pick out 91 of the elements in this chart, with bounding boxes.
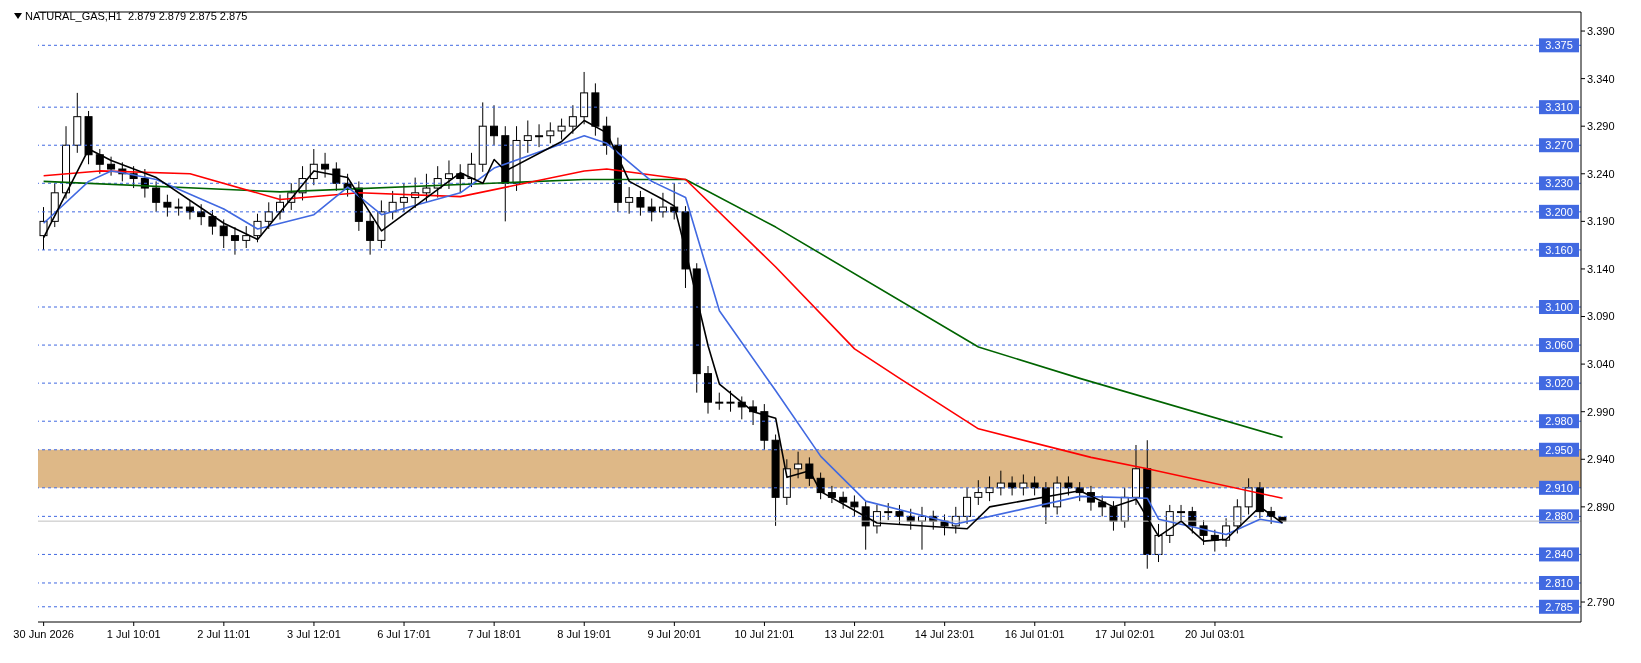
x-tick-label: 3 Jul 12:01	[287, 628, 341, 640]
x-tick-label: 16 Jul 01:01	[1004, 628, 1065, 640]
candlestick	[827, 485, 836, 504]
ref-line-label: 3.375	[1545, 39, 1573, 52]
candlestick	[985, 475, 994, 502]
ref-line-label: 3.020	[1545, 377, 1573, 390]
candlestick	[1244, 477, 1253, 515]
candlestick	[726, 390, 735, 413]
candlestick	[805, 456, 814, 487]
chart-title: NATURAL_GAS,H1 2.879 2.879 2.875 2.875	[25, 10, 248, 22]
candlestick	[230, 226, 239, 256]
candlestick	[467, 152, 476, 188]
candlestick	[264, 201, 273, 230]
y-tick-label: 3.290	[1587, 120, 1615, 133]
candlestick	[1064, 475, 1073, 496]
ref-line-label: 3.100	[1545, 301, 1573, 314]
x-tick-label: 2 Jul 11:01	[197, 628, 251, 640]
ref-line-label: 3.200	[1545, 205, 1573, 218]
candlestick	[658, 192, 667, 219]
candlestick	[208, 209, 217, 236]
ref-line-label: 2.880	[1545, 510, 1573, 523]
candlestick	[95, 148, 104, 175]
candlestick	[242, 225, 251, 249]
x-tick-label: 10 Jul 21:01	[734, 628, 795, 640]
candlestick	[321, 152, 330, 179]
candlestick	[1019, 474, 1028, 496]
candlestick	[647, 198, 656, 222]
y-tick-label: 2.790	[1587, 595, 1615, 608]
candlestick	[1177, 504, 1186, 521]
line-series	[42, 178, 1284, 439]
candlestick	[816, 472, 825, 500]
ref-line-label: 2.950	[1545, 443, 1573, 456]
x-tick-label: 30 Jun 2026	[13, 628, 74, 640]
candlestick	[1008, 475, 1017, 496]
y-tick-label: 2.990	[1587, 405, 1615, 418]
y-tick-label: 3.090	[1587, 310, 1615, 323]
candlestick	[163, 194, 172, 218]
candlestick	[332, 161, 341, 192]
ref-line-label: 2.810	[1545, 576, 1573, 589]
candlestick	[107, 156, 116, 177]
x-tick-label: 17 Jul 02:01	[1094, 628, 1155, 640]
candlestick	[1030, 475, 1039, 496]
y-tick-label: 3.040	[1587, 358, 1615, 371]
y-tick-label: 3.340	[1587, 72, 1615, 85]
y-tick-label: 3.140	[1587, 262, 1615, 275]
candlestick	[535, 123, 544, 148]
candlestick	[1109, 500, 1118, 532]
y-tick-label: 3.240	[1587, 167, 1615, 180]
candlestick	[1098, 494, 1107, 517]
ref-line-label: 2.910	[1545, 481, 1573, 494]
candlestick	[444, 159, 453, 190]
x-tick-label: 20 Jul 03:01	[1184, 628, 1245, 640]
candlestick	[185, 199, 194, 220]
x-tick-label: 9 Jul 20:01	[647, 628, 702, 640]
candlestick	[490, 104, 499, 146]
y-tick-label: 2.940	[1587, 453, 1615, 466]
candlestick	[963, 487, 972, 525]
y-tick-label: 3.190	[1587, 215, 1615, 228]
candlestick	[366, 213, 375, 256]
candlestick	[546, 121, 555, 144]
ref-line-label: 2.785	[1545, 600, 1573, 613]
x-tick-label: 14 Jul 23:01	[914, 628, 975, 640]
ref-line-label: 2.840	[1545, 548, 1573, 561]
candlestick	[974, 479, 983, 506]
y-tick-label: 3.390	[1587, 24, 1615, 37]
candlestick	[850, 494, 859, 517]
ref-line-label: 3.310	[1545, 101, 1573, 114]
x-tick-label: 13 Jul 22:01	[824, 628, 885, 640]
candlestick	[219, 218, 228, 249]
ref-line-label: 3.160	[1545, 243, 1573, 256]
candlestick	[523, 119, 532, 154]
x-tick-label: 6 Jul 17:01	[377, 628, 431, 640]
candlestick	[197, 203, 206, 226]
candlestick	[636, 190, 645, 217]
line-series	[42, 168, 1284, 500]
candlestick	[625, 186, 634, 215]
ref-line-label: 2.980	[1545, 415, 1573, 428]
ref-line-label: 3.060	[1545, 339, 1573, 352]
x-tick-label: 8 Jul 19:01	[557, 628, 612, 640]
y-tick-label: 2.890	[1587, 500, 1615, 513]
ref-line-label: 3.230	[1545, 177, 1573, 190]
x-tick-label: 1 Jul 10:01	[106, 628, 161, 640]
candlestick	[794, 451, 803, 479]
x-tick-label: 7 Jul 18:01	[467, 628, 522, 640]
candlestick	[895, 504, 904, 525]
candlestick	[422, 173, 431, 203]
ref-line-label: 3.270	[1545, 139, 1573, 152]
candlestick	[399, 182, 408, 213]
candlestick	[996, 470, 1005, 496]
candlestick	[388, 190, 397, 220]
candlestick	[152, 180, 161, 213]
